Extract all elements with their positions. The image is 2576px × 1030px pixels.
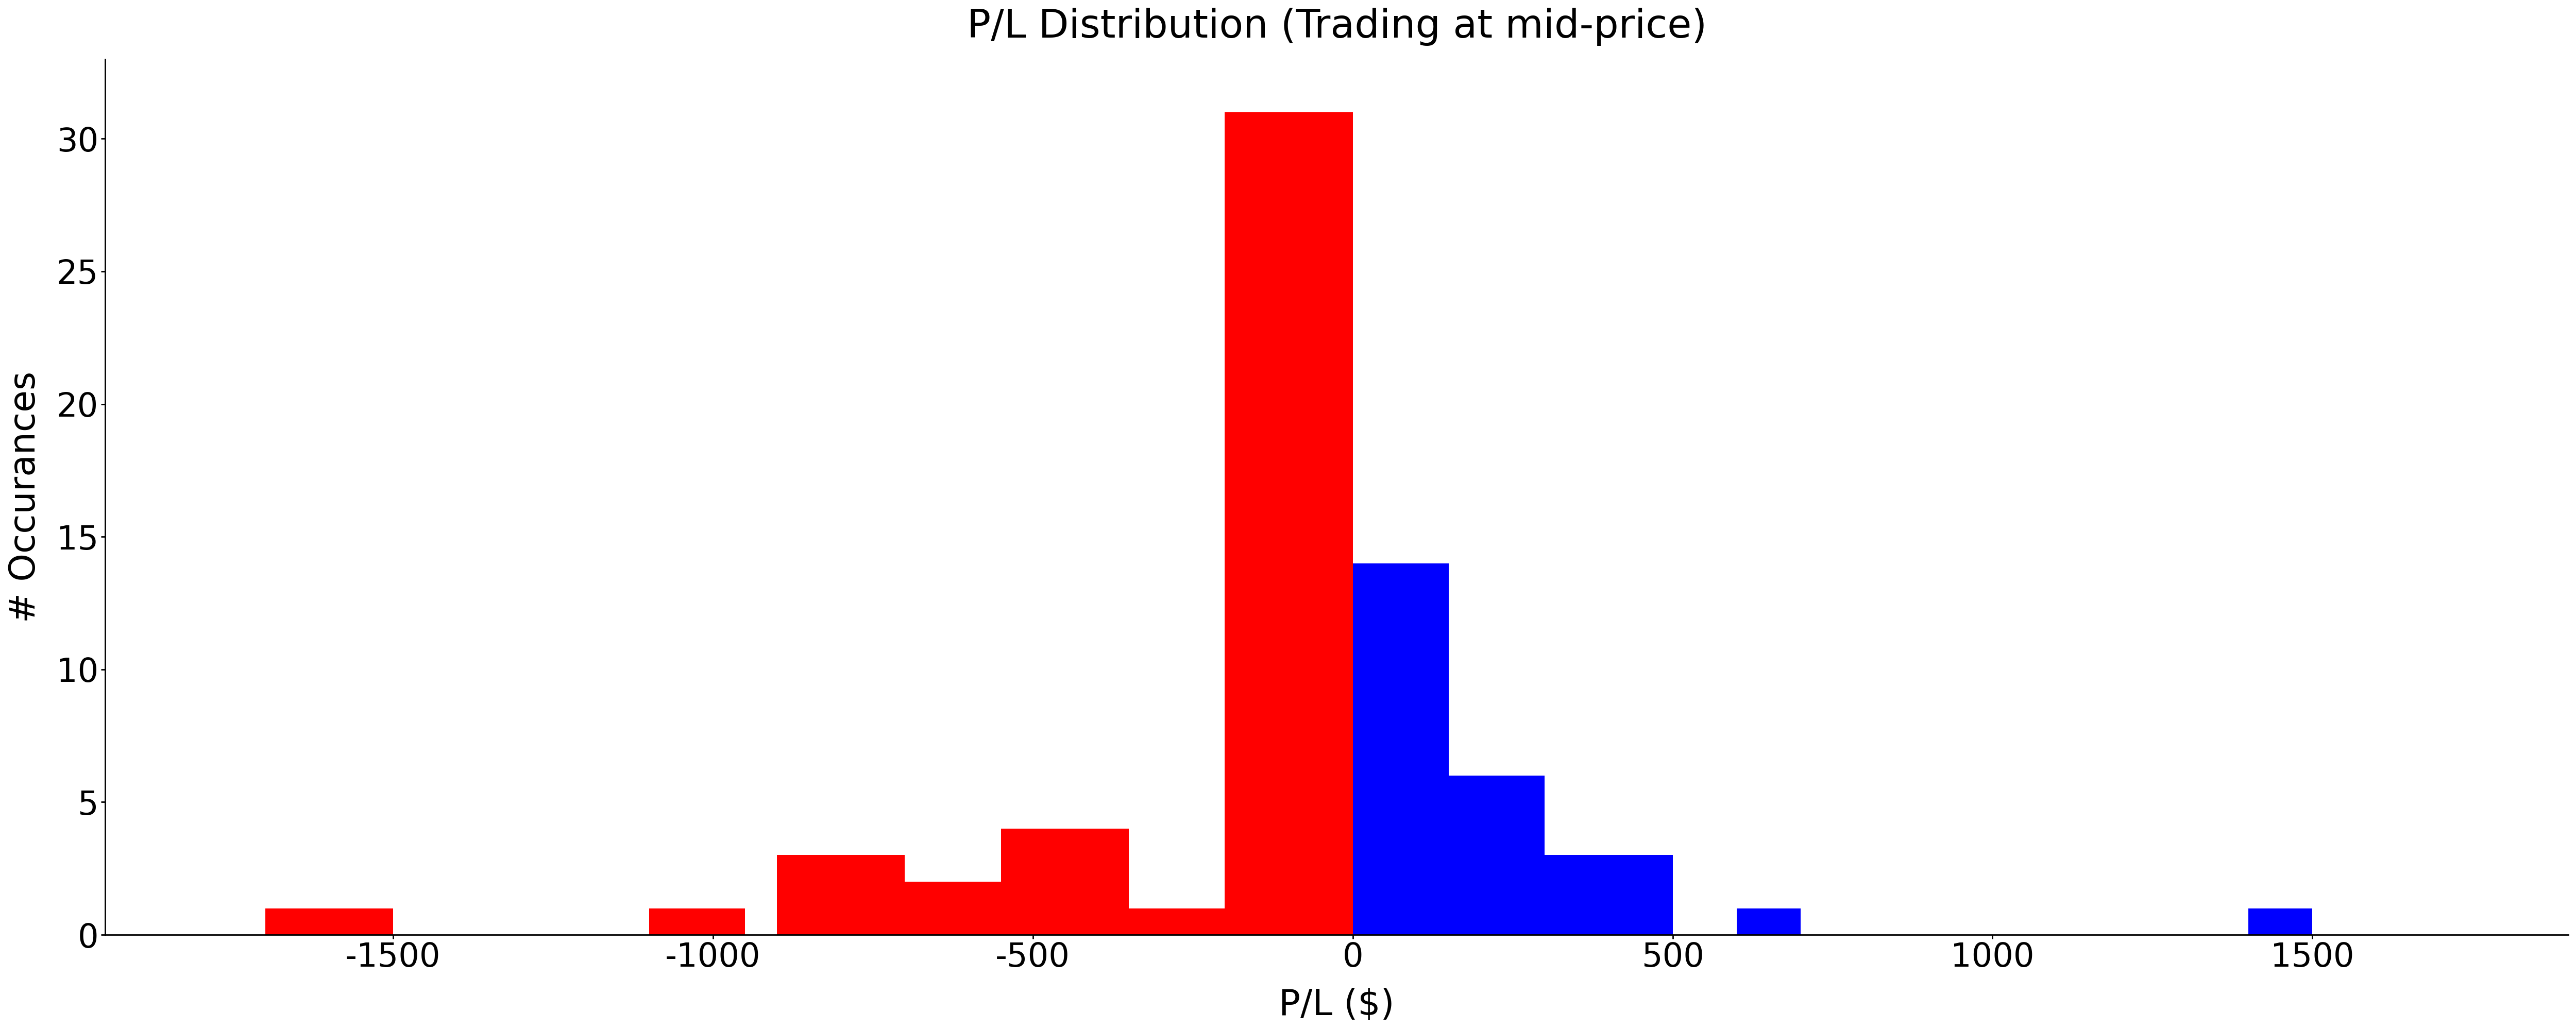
Bar [2249, 908, 2313, 935]
Bar [1224, 112, 1352, 935]
Bar [1002, 828, 1128, 935]
Title: P/L Distribution (Trading at mid-price): P/L Distribution (Trading at mid-price) [966, 7, 1708, 45]
Bar [904, 882, 1002, 935]
Bar [1448, 776, 1546, 935]
Bar [778, 855, 904, 935]
Bar [1546, 855, 1672, 935]
Y-axis label: # Occurances: # Occurances [8, 371, 41, 622]
X-axis label: P/L ($): P/L ($) [1278, 988, 1394, 1022]
Bar [1128, 908, 1224, 935]
Bar [649, 908, 744, 935]
Bar [265, 908, 394, 935]
Bar [1736, 908, 1801, 935]
Bar [1352, 563, 1448, 935]
